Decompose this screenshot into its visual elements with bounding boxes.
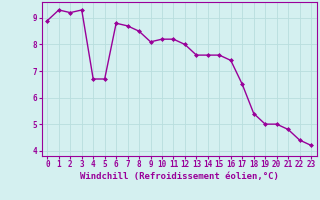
X-axis label: Windchill (Refroidissement éolien,°C): Windchill (Refroidissement éolien,°C) [80,172,279,181]
